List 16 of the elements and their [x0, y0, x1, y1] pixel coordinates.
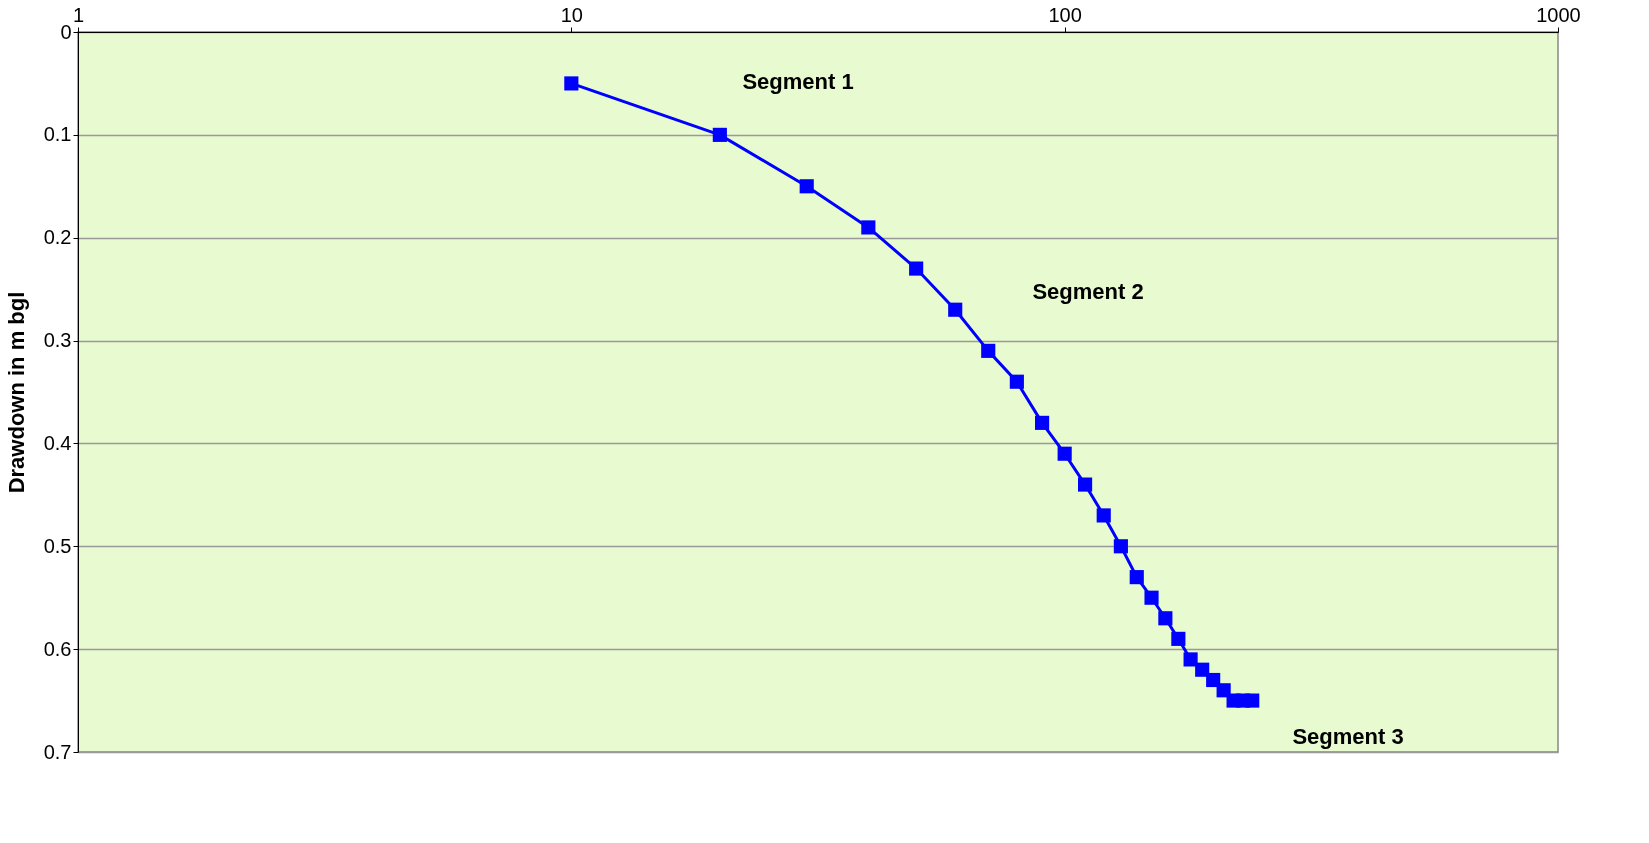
y-tick-label: 0.4 [43, 431, 72, 454]
y-tick-label: 0.5 [43, 534, 72, 557]
x-tick-label: 1000 [1536, 3, 1581, 26]
y-tick-label: 0.1 [43, 123, 72, 146]
annotation: Segment 2 [1032, 279, 1144, 304]
y-tick-label: 0.6 [43, 637, 72, 660]
y-tick-label: 0.2 [43, 226, 72, 249]
y-axis-title: Drawdown in m bgl [3, 291, 29, 494]
y-tick-label: 0.7 [43, 740, 72, 763]
annotation: Segment 1 [742, 69, 854, 94]
y-tick-label: 0 [60, 20, 72, 43]
annotation: Segment 3 [1292, 724, 1404, 749]
x-tick-label: 10 [560, 3, 583, 26]
x-tick-label: 1 [72, 3, 85, 26]
x-tick-label: 100 [1048, 3, 1082, 26]
y-tick-label: 0.3 [43, 329, 72, 352]
